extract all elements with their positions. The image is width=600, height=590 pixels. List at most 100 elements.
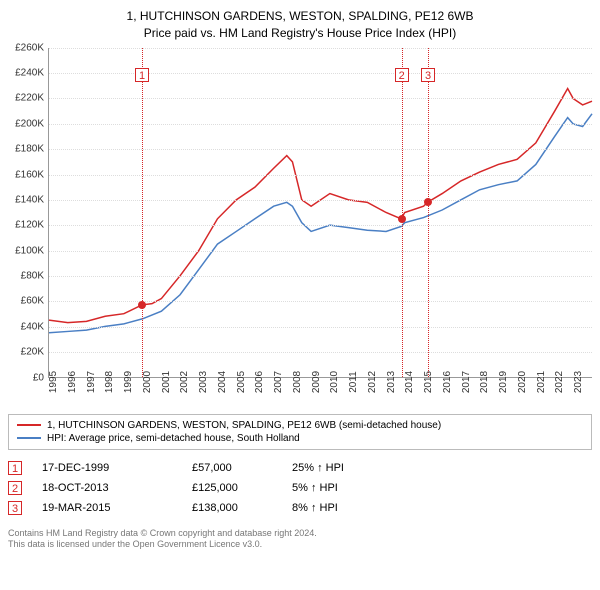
event-pct: 5% ↑ HPI — [292, 482, 392, 494]
x-tick-label: 2001 — [161, 370, 172, 392]
gridline — [49, 175, 592, 176]
legend-swatch — [17, 424, 41, 426]
event-badge-3: 3 — [421, 68, 435, 82]
event-date: 17-DEC-1999 — [42, 462, 172, 474]
y-tick-label: £40K — [21, 321, 44, 332]
gridline — [49, 200, 592, 201]
x-tick-label: 2023 — [573, 370, 584, 392]
y-axis: £0£20K£40K£60K£80K£100K£120K£140K£160K£1… — [8, 48, 48, 378]
x-tick-label: 2015 — [423, 370, 434, 392]
event-dot-2 — [398, 215, 406, 223]
gridline — [49, 276, 592, 277]
footer-attribution: Contains HM Land Registry data © Crown c… — [8, 528, 592, 551]
y-tick-label: £220K — [15, 93, 44, 104]
y-tick-label: £160K — [15, 169, 44, 180]
x-tick-label: 2012 — [367, 370, 378, 392]
legend: 1, HUTCHINSON GARDENS, WESTON, SPALDING,… — [8, 414, 592, 450]
event-line-2 — [402, 48, 403, 377]
event-pct: 25% ↑ HPI — [292, 462, 392, 474]
event-line-3 — [428, 48, 429, 377]
x-tick-label: 2003 — [198, 370, 209, 392]
x-tick-label: 2000 — [142, 370, 153, 392]
event-price: £125,000 — [192, 482, 272, 494]
event-date: 19-MAR-2015 — [42, 502, 172, 514]
event-badge-inline: 1 — [8, 461, 22, 475]
x-tick-label: 2010 — [329, 370, 340, 392]
x-tick-label: 2009 — [311, 370, 322, 392]
gridline — [49, 124, 592, 125]
footer-line-1: Contains HM Land Registry data © Crown c… — [8, 528, 592, 540]
y-tick-label: £60K — [21, 296, 44, 307]
y-tick-label: £80K — [21, 271, 44, 282]
y-tick-label: £200K — [15, 118, 44, 129]
events-table: 1 17-DEC-1999 £57,000 25% ↑ HPI 2 18-OCT-2013… — [8, 458, 592, 518]
y-tick-label: £0 — [33, 372, 44, 383]
legend-row: 1, HUTCHINSON GARDENS, WESTON, SPALDING,… — [17, 419, 583, 432]
event-price: £138,000 — [192, 502, 272, 514]
x-tick-label: 1998 — [104, 370, 115, 392]
gridline — [49, 352, 592, 353]
event-table-row: 1 17-DEC-1999 £57,000 25% ↑ HPI — [8, 458, 592, 478]
event-dot-1 — [138, 301, 146, 309]
event-price: £57,000 — [192, 462, 272, 474]
x-tick-label: 1997 — [86, 370, 97, 392]
x-tick-label: 2021 — [536, 370, 547, 392]
event-date: 18-OCT-2013 — [42, 482, 172, 494]
gridline — [49, 225, 592, 226]
event-table-row: 3 19-MAR-2015 £138,000 8% ↑ HPI — [8, 498, 592, 518]
gridline — [49, 251, 592, 252]
x-tick-label: 2004 — [217, 370, 228, 392]
y-tick-label: £20K — [21, 347, 44, 358]
y-tick-label: £140K — [15, 194, 44, 205]
x-tick-label: 2014 — [404, 370, 415, 392]
chart-container: 1, HUTCHINSON GARDENS, WESTON, SPALDING,… — [8, 8, 592, 551]
x-tick-label: 2006 — [254, 370, 265, 392]
event-dot-3 — [424, 198, 432, 206]
legend-label: 1, HUTCHINSON GARDENS, WESTON, SPALDING,… — [47, 420, 441, 431]
y-tick-label: £100K — [15, 245, 44, 256]
legend-label: HPI: Average price, semi-detached house,… — [47, 433, 300, 444]
x-tick-label: 2020 — [517, 370, 528, 392]
event-badge-2: 2 — [395, 68, 409, 82]
legend-swatch — [17, 437, 41, 439]
gridline — [49, 98, 592, 99]
event-line-1 — [142, 48, 143, 377]
event-badge-inline: 2 — [8, 481, 22, 495]
x-tick-label: 1996 — [67, 370, 78, 392]
x-tick-label: 2018 — [479, 370, 490, 392]
event-table-row: 2 18-OCT-2013 £125,000 5% ↑ HPI — [8, 478, 592, 498]
gridline — [49, 149, 592, 150]
y-tick-label: £240K — [15, 67, 44, 78]
x-tick-label: 1995 — [48, 370, 59, 392]
series-hpi — [49, 113, 592, 332]
x-tick-label: 2016 — [442, 370, 453, 392]
event-pct: 8% ↑ HPI — [292, 502, 392, 514]
y-tick-label: £260K — [15, 42, 44, 53]
plot-region: 1 23 — [48, 48, 592, 378]
footer-line-2: This data is licensed under the Open Gov… — [8, 539, 592, 551]
y-tick-label: £120K — [15, 220, 44, 231]
title-line-1: 1, HUTCHINSON GARDENS, WESTON, SPALDING,… — [8, 8, 592, 25]
title-line-2: Price paid vs. HM Land Registry's House … — [8, 25, 592, 42]
event-badge-inline: 3 — [8, 501, 22, 515]
y-tick-label: £180K — [15, 144, 44, 155]
event-badge-1: 1 — [135, 68, 149, 82]
x-tick-label: 2005 — [236, 370, 247, 392]
plot-area: £0 £20K £40K £60K £80K £100K £120K £140K £160K £1… — [8, 48, 592, 408]
gridline — [49, 301, 592, 302]
gridline — [49, 48, 592, 49]
x-axis: 1995199619971998199920002001200220032004… — [48, 378, 592, 408]
x-tick-label: 2002 — [179, 370, 190, 392]
chart-title-block: 1, HUTCHINSON GARDENS, WESTON, SPALDING,… — [8, 8, 592, 42]
gridline — [49, 327, 592, 328]
legend-row: HPI: Average price, semi-detached house,… — [17, 432, 583, 445]
gridline — [49, 73, 592, 74]
x-tick-label: 2008 — [292, 370, 303, 392]
x-tick-label: 2019 — [498, 370, 509, 392]
x-tick-label: 2007 — [273, 370, 284, 392]
x-tick-label: 2022 — [554, 370, 565, 392]
x-tick-label: 2017 — [461, 370, 472, 392]
x-tick-label: 2011 — [348, 371, 359, 393]
x-tick-label: 1999 — [123, 370, 134, 392]
x-tick-label: 2013 — [386, 370, 397, 392]
